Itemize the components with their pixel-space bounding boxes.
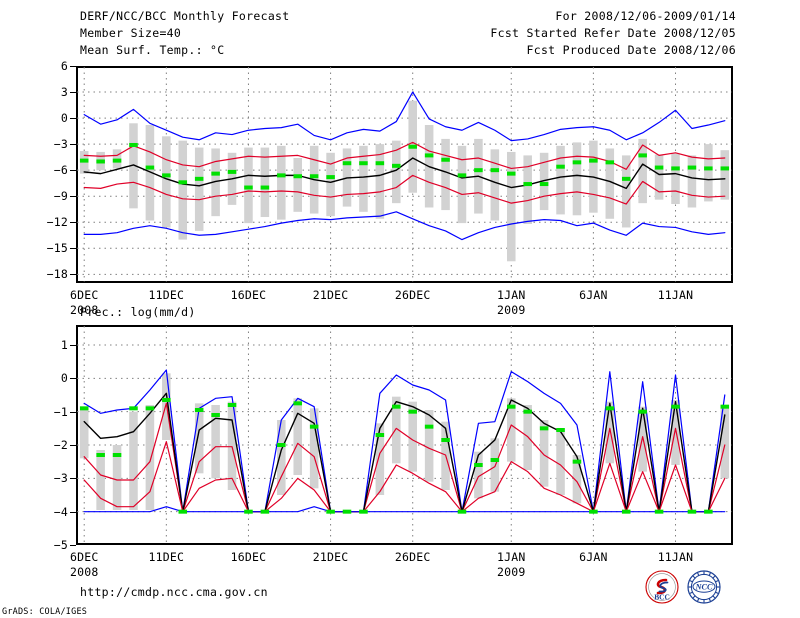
x-axis-tick-label: 1JAN: [497, 288, 526, 302]
x-axis-tick-label: 26DEC: [394, 288, 431, 302]
x-axis-year-label: 2008: [69, 303, 99, 317]
y-axis-tick-label: −12: [46, 215, 68, 230]
x-axis-tick-label: 11DEC: [148, 550, 185, 564]
x-axis-tick-label: 1JAN: [497, 550, 526, 564]
y-axis-tick-label: −1: [53, 404, 68, 419]
x-axis-year-label: 2008: [69, 565, 99, 579]
x-axis-tick-label: 6JAN: [579, 550, 608, 564]
y-axis-tick-label: −3: [53, 137, 68, 152]
x-axis-tick-label: 11JAN: [657, 288, 694, 302]
member-size-label: Member Size=40: [80, 26, 182, 40]
y-axis-tick-mark: [70, 222, 76, 224]
y-axis-tick-label: −2: [53, 438, 68, 452]
cmdp-url[interactable]: http://cmdp.ncc.cma.gov.cn: [80, 585, 268, 599]
y-axis-tick-mark: [70, 511, 76, 513]
y-axis-tick-label: 1: [60, 338, 68, 352]
y-axis-tick-label: −3: [53, 471, 68, 486]
y-axis-tick-label: 0: [60, 111, 68, 126]
y-axis-tick-label: −18: [46, 267, 68, 282]
y-axis-tick-mark: [70, 144, 76, 146]
x-axis-tick-label: 21DEC: [312, 288, 349, 302]
forecast-period-label: For 2008/12/06-2009/01/14: [555, 9, 736, 23]
temp-panel-title: Mean Surf. Temp.: °C: [80, 43, 225, 57]
svg-text:BCC: BCC: [654, 593, 670, 602]
figure-title: DERF/NCC/BCC Monthly Forecast: [80, 9, 290, 23]
x-axis-tick-label: 6JAN: [579, 288, 608, 302]
y-axis-tick-mark: [70, 545, 76, 546]
x-axis-tick-label: 11DEC: [148, 288, 185, 302]
x-axis-tick-label: 21DEC: [312, 550, 349, 564]
x-axis-tick-label: 16DEC: [230, 288, 267, 302]
y-axis-tick-label: −5: [53, 538, 68, 552]
grads-credit: GrADS: COLA/IGES: [2, 607, 88, 617]
fcst-produced-label: Fcst Produced Date 2008/12/06: [526, 43, 736, 57]
logo-group: BCC NCC: [645, 570, 745, 604]
x-axis-year-label: 2009: [497, 565, 526, 579]
y-axis-tick-mark: [70, 66, 76, 67]
y-axis-tick-label: 0: [60, 371, 68, 386]
x-axis-tick-label: 6DEC: [69, 550, 99, 564]
x-axis-tick-label: 6DEC: [69, 288, 99, 302]
y-axis-tick-mark: [70, 248, 76, 250]
prec-panel-title: Prec.: log(mm/d): [80, 305, 196, 319]
y-axis-tick-label: −9: [53, 189, 68, 204]
ncc-logo: NCC: [687, 570, 721, 604]
x-axis-tick-label: 16DEC: [230, 550, 267, 564]
y-axis-tick-mark: [70, 92, 76, 94]
y-axis-tick-label: −15: [46, 241, 68, 256]
x-axis-year-label: 2009: [497, 303, 526, 317]
x-axis-tick-label: 11JAN: [657, 550, 694, 564]
y-axis-tick-mark: [70, 478, 76, 480]
y-axis-tick-label: 6: [60, 59, 68, 73]
y-axis-tick-mark: [70, 170, 76, 172]
y-axis-tick-mark: [70, 274, 76, 276]
y-axis-tick-label: −6: [53, 163, 68, 178]
svg-text:NCC: NCC: [695, 582, 713, 591]
y-axis-tick-mark: [70, 345, 76, 346]
y-axis-tick-mark: [70, 378, 76, 380]
y-axis-tick-mark: [70, 118, 76, 120]
y-axis-tick-label: −4: [53, 504, 68, 519]
x-axis-tick-label: 26DEC: [394, 550, 431, 564]
y-axis-tick-label: 3: [60, 85, 68, 100]
y-axis-tick-mark: [70, 196, 76, 198]
fcst-started-label: Fcst Started Refer Date 2008/12/05: [490, 26, 736, 40]
bcc-logo: BCC: [645, 570, 679, 604]
y-axis-tick-mark: [70, 445, 76, 446]
y-axis-tick-mark: [70, 411, 76, 413]
